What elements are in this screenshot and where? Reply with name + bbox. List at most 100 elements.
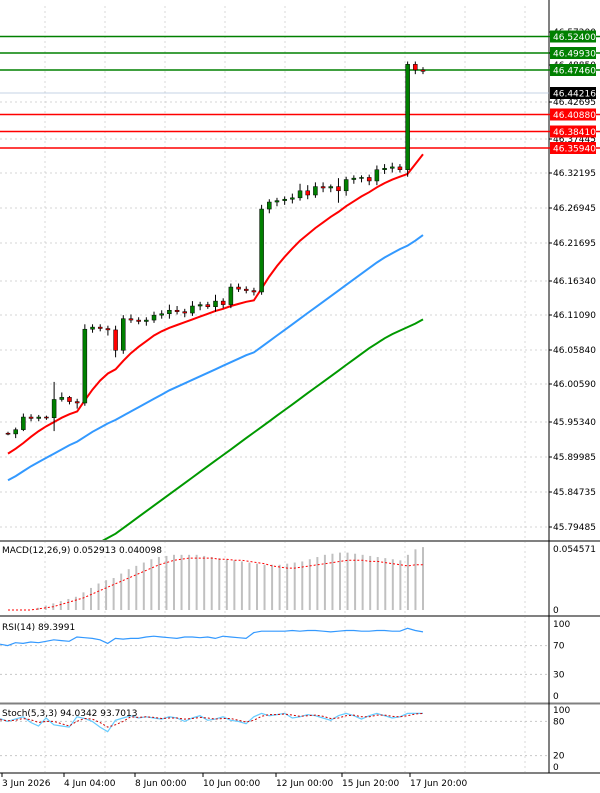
time-axis-label: 4 Jun 04:00 [64,779,116,789]
bear-candle [243,288,249,291]
bear-candle [174,309,180,312]
stoch-tick-label: 20 [553,752,565,762]
resistance-level-tag [550,47,596,59]
grid [0,0,600,774]
price-tick-label: 45.95340 [553,418,596,428]
time-axis-label: 8 Jun 00:00 [135,779,187,789]
bull-candle [359,177,364,179]
resistance-level-tag [550,64,596,76]
bear-candle [44,416,49,419]
time-axis-label: 17 Jun 20:00 [410,779,467,789]
bull-candle [259,208,264,293]
time-axis-label: 10 Jun 00:00 [203,779,260,789]
bull-candle [282,198,287,201]
support-level-tag [550,142,596,154]
bull-candle [297,190,303,199]
bear-candle [128,318,134,321]
bear-candle [205,304,211,307]
price-axis: 46.5720046.4993046.4885046.4269546.37445… [1,28,596,789]
bear-candle [67,397,72,402]
price-tick-label: 45.84735 [553,488,596,498]
macd-signal-line [8,557,423,611]
bull-candle [328,186,334,189]
bear-candle [182,311,188,314]
bear-candle [320,186,326,189]
bear-candle [336,186,341,192]
price-tick-label: 46.11090 [553,311,596,321]
price-tick-label: 46.00590 [553,380,596,390]
bear-candle [305,190,310,196]
bear-candle [136,319,141,322]
bull-candle [90,326,95,330]
rsi-line [0,627,424,647]
bear-candle [28,416,34,419]
bear-candle [97,326,103,329]
resistance-level-label: 46.47460 [553,67,596,77]
resistance-level-label: 46.52400 [553,33,596,43]
rsi-title: RSI(14) 89.3991 [2,623,75,633]
stoch-tick-label: 100 [553,706,570,716]
bull-candle [82,328,88,404]
bull-candle [213,300,218,307]
bear-candle [366,177,372,182]
price-tick-label: 46.42695 [553,98,596,108]
bull-candle [51,399,57,418]
bear-candle [420,69,426,72]
price-tick-label: 46.16340 [553,277,596,287]
macd-panel: 0.054571 0 [8,545,596,616]
bull-candle [121,318,126,351]
price-tick-label: 45.79485 [553,523,596,533]
ma-green-line [101,318,424,540]
stoch-tick-label: 80 [553,717,565,727]
price-tick-label: 46.37445 [553,135,596,145]
rsi-tick-label: 30 [553,670,565,680]
bull-candle [228,286,234,305]
bull-candle [159,313,164,316]
price-tick-label: 45.89985 [553,453,596,463]
bull-candle [36,416,41,419]
bull-candle [151,314,157,321]
current-price-label: 46.44216 [553,90,596,100]
bull-candle [374,169,380,182]
bear-candle [74,401,80,404]
bear-candle [5,432,11,435]
stoch-title: Stoch(5,3,3) 94.0342 93.7013 [2,709,137,719]
support-level-label: 46.38410 [553,128,596,138]
ma-blue-line [7,234,424,482]
bull-candle [144,319,149,322]
price-tick-label: 46.32195 [553,169,596,179]
rsi-panel: 100 70 30 0 [0,620,570,702]
bull-candle [197,304,203,307]
rsi-tick-label: 70 [553,642,565,652]
bull-candle [190,305,195,314]
support-level-tag [550,108,596,121]
price-tick-label: 46.21695 [553,239,596,249]
bull-candle [382,168,387,170]
support-level-label: 46.40880 [553,111,596,121]
resistance-level-label: 46.49930 [553,50,596,60]
macd-tick-label: 0 [553,606,559,616]
macd-tick-label: 0.054571 [553,545,596,555]
bear-candle [105,328,111,331]
current-price-tag [550,87,596,99]
bull-candle [13,429,18,435]
rsi-tick-label: 100 [553,620,570,630]
bull-candle [390,166,395,169]
bull-candle [267,201,272,210]
support-level-label: 46.35940 [553,145,596,155]
bear-candle [220,300,226,305]
bear-candle [251,290,257,293]
bull-candle [343,179,349,192]
bull-candle [167,309,172,315]
price-tick-label: 46.26945 [553,204,596,214]
macd-title: MACD(12,26,9) 0.052913 0.040098 [2,546,162,556]
price-panel [0,35,600,540]
bull-candle [290,197,295,200]
bear-candle [397,166,403,170]
time-axis-label: 12 Jun 00:00 [276,779,333,789]
bear-candle [113,329,118,351]
bear-candle [413,64,418,71]
bull-candle [59,397,65,400]
